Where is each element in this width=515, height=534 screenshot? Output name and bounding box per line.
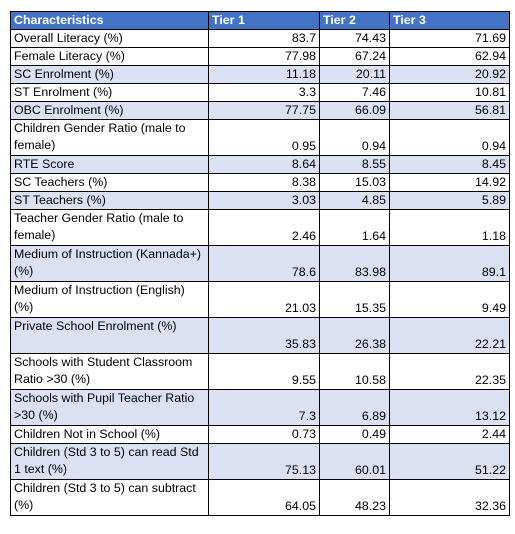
table-row: ST Teachers (%) 3.03 4.85 5.89 bbox=[10, 191, 510, 210]
row-label: ST Teachers (%) bbox=[10, 191, 209, 210]
tier-1-value: 11.18 bbox=[208, 65, 320, 84]
tier-3-value: 2.44 bbox=[389, 425, 510, 444]
tier-1-value: 3.3 bbox=[208, 83, 320, 102]
tier-1-value: 8.38 bbox=[208, 173, 320, 192]
tier-1-value: 78.6 bbox=[208, 245, 320, 282]
tier-1-value: 0.95 bbox=[208, 119, 320, 156]
tier-2-value: 26.38 bbox=[319, 317, 390, 354]
table-row: Medium of Instruction (Kannada+) (%) 78.6… bbox=[10, 245, 510, 282]
table-body: Overall Literacy (%) 83.7 74.43 71.69 Female… bbox=[10, 29, 510, 516]
row-label: Children (Std 3 to 5) can read Std 1 tex… bbox=[10, 443, 209, 480]
row-label: SC Teachers (%) bbox=[10, 173, 209, 192]
tier-2-value: 60.01 bbox=[319, 443, 390, 480]
header-tier-1: Tier 1 bbox=[208, 11, 320, 30]
tier-3-value: 71.69 bbox=[389, 29, 510, 48]
tier-3-value: 62.94 bbox=[389, 47, 510, 66]
row-label: ST Enrolment (%) bbox=[10, 83, 209, 102]
tier-1-value: 75.13 bbox=[208, 443, 320, 480]
row-label: Private School Enrolment (%) bbox=[10, 317, 209, 354]
row-label: Teacher Gender Ratio (male to female) bbox=[10, 209, 209, 246]
tier-3-value: 5.89 bbox=[389, 191, 510, 210]
table-row: Children Gender Ratio (male to female) 0.… bbox=[10, 119, 510, 156]
tier-2-value: 4.85 bbox=[319, 191, 390, 210]
row-label: Children (Std 3 to 5) can subtract (%) bbox=[10, 479, 209, 516]
tier-2-value: 66.09 bbox=[319, 101, 390, 120]
tier-3-value: 20.92 bbox=[389, 65, 510, 84]
tier-2-value: 74.43 bbox=[319, 29, 390, 48]
tier-3-value: 14.92 bbox=[389, 173, 510, 192]
tier-2-value: 48.23 bbox=[319, 479, 390, 516]
tier-1-value: 77.75 bbox=[208, 101, 320, 120]
tier-3-value: 9.49 bbox=[389, 281, 510, 318]
tier-1-value: 35.83 bbox=[208, 317, 320, 354]
tier-3-value: 13.12 bbox=[389, 389, 510, 426]
tier-2-value: 15.35 bbox=[319, 281, 390, 318]
table-row: Overall Literacy (%) 83.7 74.43 71.69 bbox=[10, 29, 510, 48]
table-row: Female Literacy (%) 77.98 67.24 62.94 bbox=[10, 47, 510, 66]
tier-2-value: 15.03 bbox=[319, 173, 390, 192]
row-label: Children Not in School (%) bbox=[10, 425, 209, 444]
table-row: Children Not in School (%) 0.73 0.49 2.44 bbox=[10, 425, 510, 444]
tier-1-value: 77.98 bbox=[208, 47, 320, 66]
table-row: Teacher Gender Ratio (male to female) 2.4… bbox=[10, 209, 510, 246]
tier-3-value: 22.21 bbox=[389, 317, 510, 354]
tier-3-value: 0.94 bbox=[389, 119, 510, 156]
tier-1-value: 8.64 bbox=[208, 155, 320, 174]
row-label: SC Enrolment (%) bbox=[10, 65, 209, 84]
tier-3-value: 22.35 bbox=[389, 353, 510, 390]
tier-1-value: 7.3 bbox=[208, 389, 320, 426]
tier-3-value: 89.1 bbox=[389, 245, 510, 282]
row-label: RTE Score bbox=[10, 155, 209, 174]
header-tier-3: Tier 3 bbox=[389, 11, 510, 30]
tier-3-value: 32.36 bbox=[389, 479, 510, 516]
table-row: RTE Score 8.64 8.55 8.45 bbox=[10, 155, 510, 174]
tier-2-value: 6.89 bbox=[319, 389, 390, 426]
table-row: SC Teachers (%) 8.38 15.03 14.92 bbox=[10, 173, 510, 192]
row-label: Schools with Student Classroom Ratio >30… bbox=[10, 353, 209, 390]
tier-3-value: 1.18 bbox=[389, 209, 510, 246]
row-label: OBC Enrolment (%) bbox=[10, 101, 209, 120]
tier-1-value: 2.46 bbox=[208, 209, 320, 246]
tier-2-value: 0.94 bbox=[319, 119, 390, 156]
table-header: Characteristics Tier 1 Tier 2 Tier 3 bbox=[10, 11, 510, 30]
tier-3-value: 56.81 bbox=[389, 101, 510, 120]
table-row: Medium of Instruction (English) (%) 21.03… bbox=[10, 281, 510, 318]
tier-1-value: 9.55 bbox=[208, 353, 320, 390]
tier-2-value: 83.98 bbox=[319, 245, 390, 282]
tier-1-value: 3.03 bbox=[208, 191, 320, 210]
tier-3-value: 8.45 bbox=[389, 155, 510, 174]
table-row: Private School Enrolment (%) 35.83 26.38 22… bbox=[10, 317, 510, 354]
table-row: Children (Std 3 to 5) can subtract (%) 64… bbox=[10, 479, 510, 516]
tier-1-value: 83.7 bbox=[208, 29, 320, 48]
tier-1-value: 0.73 bbox=[208, 425, 320, 444]
tier-3-value: 10.81 bbox=[389, 83, 510, 102]
row-label: Schools with Pupil Teacher Ratio >30 (%) bbox=[10, 389, 209, 426]
tier-2-value: 0.49 bbox=[319, 425, 390, 444]
row-label: Female Literacy (%) bbox=[10, 47, 209, 66]
row-label: Medium of Instruction (Kannada+) (%) bbox=[10, 245, 209, 282]
table-row: SC Enrolment (%) 11.18 20.11 20.92 bbox=[10, 65, 510, 84]
tier-2-value: 7.46 bbox=[319, 83, 390, 102]
table-row: Children (Std 3 to 5) can read Std 1 tex… bbox=[10, 443, 510, 480]
row-label: Children Gender Ratio (male to female) bbox=[10, 119, 209, 156]
table-row: ST Enrolment (%) 3.3 7.46 10.81 bbox=[10, 83, 510, 102]
row-label: Overall Literacy (%) bbox=[10, 29, 209, 48]
table-row: Schools with Student Classroom Ratio >30… bbox=[10, 353, 510, 390]
header-characteristics: Characteristics bbox=[10, 11, 209, 30]
tier-2-value: 20.11 bbox=[319, 65, 390, 84]
tier-3-value: 51.22 bbox=[389, 443, 510, 480]
tier-1-value: 21.03 bbox=[208, 281, 320, 318]
tier-2-value: 67.24 bbox=[319, 47, 390, 66]
tier-characteristics-table: Characteristics Tier 1 Tier 2 Tier 3 Ove… bbox=[10, 11, 510, 516]
table-row: OBC Enrolment (%) 77.75 66.09 56.81 bbox=[10, 101, 510, 120]
table-row: Schools with Pupil Teacher Ratio >30 (%)… bbox=[10, 389, 510, 426]
tier-1-value: 64.05 bbox=[208, 479, 320, 516]
tier-2-value: 8.55 bbox=[319, 155, 390, 174]
row-label: Medium of Instruction (English) (%) bbox=[10, 281, 209, 318]
header-row: Characteristics Tier 1 Tier 2 Tier 3 bbox=[10, 11, 510, 30]
tier-2-value: 10.58 bbox=[319, 353, 390, 390]
tier-2-value: 1.64 bbox=[319, 209, 390, 246]
header-tier-2: Tier 2 bbox=[319, 11, 390, 30]
